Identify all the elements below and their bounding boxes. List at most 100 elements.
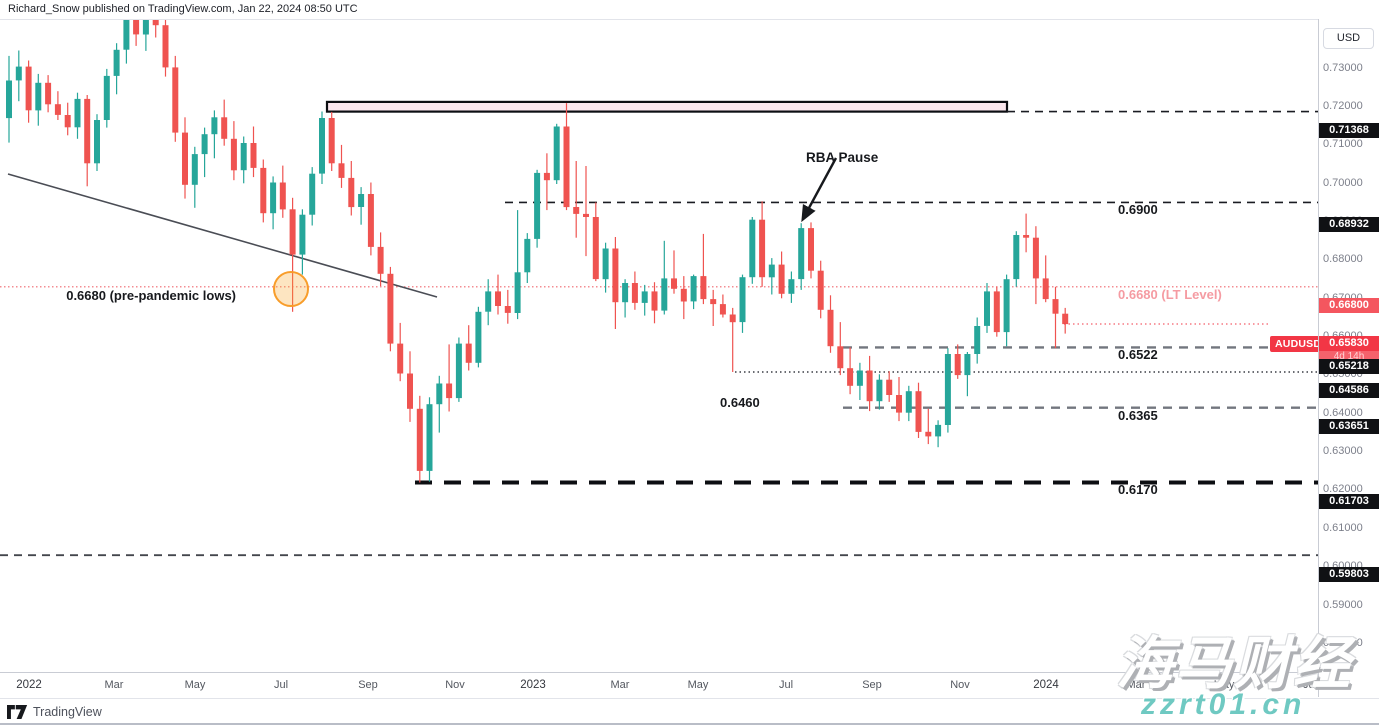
candle-body[interactable] bbox=[338, 163, 345, 178]
candlestick-chart[interactable] bbox=[0, 0, 1318, 653]
candle-body[interactable] bbox=[622, 283, 629, 303]
candle-body[interactable] bbox=[221, 117, 228, 139]
candle-body[interactable] bbox=[15, 66, 22, 81]
candle-body[interactable] bbox=[651, 291, 658, 311]
candle-body[interactable] bbox=[876, 379, 883, 402]
candle-body[interactable] bbox=[798, 228, 805, 280]
candle-body[interactable] bbox=[279, 182, 286, 210]
candle-body[interactable] bbox=[886, 379, 893, 395]
candle-body[interactable] bbox=[866, 370, 873, 402]
candle-body[interactable] bbox=[377, 246, 384, 274]
candle-body[interactable] bbox=[426, 404, 433, 471]
candle-body[interactable] bbox=[954, 354, 961, 376]
candle-body[interactable] bbox=[495, 291, 501, 306]
candle-body[interactable] bbox=[837, 346, 844, 369]
candle-body[interactable] bbox=[436, 383, 443, 405]
candle-body[interactable] bbox=[905, 391, 912, 413]
candle-body[interactable] bbox=[739, 277, 746, 323]
candle-body[interactable] bbox=[631, 283, 638, 303]
candle-body[interactable] bbox=[260, 167, 267, 214]
candle-body[interactable] bbox=[827, 309, 834, 347]
candle-body[interactable] bbox=[1032, 237, 1039, 279]
level-label-0.6170[interactable]: 0.6170 bbox=[1118, 482, 1158, 498]
candle-body[interactable] bbox=[984, 291, 990, 326]
candle-body[interactable] bbox=[856, 370, 863, 386]
candle-body[interactable] bbox=[201, 134, 208, 155]
candle-body[interactable] bbox=[25, 66, 32, 111]
candle-body[interactable] bbox=[407, 373, 413, 409]
candle-body[interactable] bbox=[446, 383, 453, 399]
level-label-0.6365[interactable]: 0.6365 bbox=[1118, 407, 1158, 423]
candle-body[interactable] bbox=[592, 217, 599, 280]
candle-body[interactable] bbox=[749, 219, 756, 278]
candle-body[interactable] bbox=[1052, 299, 1059, 314]
candle-body[interactable] bbox=[230, 138, 237, 171]
candle-body[interactable] bbox=[524, 238, 531, 273]
candle-body[interactable] bbox=[514, 272, 521, 313]
candle-body[interactable] bbox=[925, 431, 932, 437]
candle-body[interactable] bbox=[612, 248, 619, 303]
candle-body[interactable] bbox=[142, 9, 149, 35]
candle-body[interactable] bbox=[211, 117, 218, 135]
candle-body[interactable] bbox=[103, 75, 110, 120]
candle-body[interactable] bbox=[690, 276, 697, 302]
candle-body[interactable] bbox=[944, 354, 951, 425]
chart-plot-area[interactable]: 0.6900 0.6680 (LT Level) 0.6522 0.6460 0.636… bbox=[0, 0, 1327, 672]
candle-body[interactable] bbox=[289, 209, 296, 255]
candle-body[interactable] bbox=[729, 314, 736, 323]
candle-body[interactable] bbox=[123, 8, 130, 50]
candle-body[interactable] bbox=[1042, 278, 1049, 300]
level-label-0.6460[interactable]: 0.6460 bbox=[720, 394, 760, 410]
candle-body[interactable] bbox=[504, 306, 511, 313]
candle-body[interactable] bbox=[671, 278, 677, 289]
candle-body[interactable] bbox=[387, 273, 394, 344]
candle-body[interactable] bbox=[54, 104, 61, 115]
candle-body[interactable] bbox=[602, 248, 609, 280]
candle-body[interactable] bbox=[319, 118, 325, 174]
candle-body[interactable] bbox=[719, 304, 726, 315]
candle-body[interactable] bbox=[661, 278, 668, 311]
candle-body[interactable] bbox=[680, 288, 687, 302]
currency-toggle-button[interactable]: USD bbox=[1323, 28, 1374, 49]
candle-body[interactable] bbox=[915, 391, 922, 432]
level-label-0.6522[interactable]: 0.6522 bbox=[1118, 347, 1158, 363]
candle-body[interactable] bbox=[759, 219, 766, 278]
candle-body[interactable] bbox=[475, 311, 482, 363]
candle-body[interactable] bbox=[710, 299, 717, 305]
candle-body[interactable] bbox=[563, 126, 570, 208]
trendline[interactable] bbox=[7, 173, 438, 298]
candle-body[interactable] bbox=[328, 118, 335, 164]
candle-body[interactable] bbox=[191, 154, 198, 185]
candle-body[interactable] bbox=[543, 172, 550, 181]
candle-body[interactable] bbox=[64, 115, 71, 128]
candle-body[interactable] bbox=[6, 80, 12, 119]
candle-body[interactable] bbox=[768, 264, 775, 278]
candle-body[interactable] bbox=[1062, 313, 1069, 325]
candle-body[interactable] bbox=[309, 173, 316, 215]
candle-body[interactable] bbox=[583, 213, 589, 217]
candle-body[interactable] bbox=[133, 8, 140, 35]
candle-body[interactable] bbox=[270, 182, 277, 214]
candle-body[interactable] bbox=[553, 126, 560, 181]
candle-body[interactable] bbox=[162, 25, 169, 68]
candle-body[interactable] bbox=[788, 279, 795, 294]
candle-body[interactable] bbox=[641, 291, 648, 303]
candle-body[interactable] bbox=[74, 98, 81, 128]
candle-body[interactable] bbox=[817, 270, 824, 310]
candle-body[interactable] bbox=[84, 98, 91, 164]
candle-body[interactable] bbox=[465, 343, 472, 363]
candle-body[interactable] bbox=[240, 143, 247, 171]
tradingview-logo[interactable]: TradingView bbox=[7, 704, 102, 720]
candle-body[interactable] bbox=[35, 82, 42, 111]
pre-pandemic-label[interactable]: 0.6680 (pre-pandemic lows) bbox=[66, 288, 236, 303]
candle-body[interactable] bbox=[485, 291, 492, 312]
candle-body[interactable] bbox=[250, 143, 257, 168]
level-label-0.6680[interactable]: 0.6680 (LT Level) bbox=[1118, 286, 1222, 302]
resistance-zone-0.7136[interactable] bbox=[325, 100, 1009, 113]
candle-body[interactable] bbox=[113, 49, 120, 76]
time-axis[interactable]: 2022 Mar May Jul Sep Nov 2023 Mar May Jul Sep Nov 20… bbox=[0, 672, 1379, 699]
candle-body[interactable] bbox=[94, 120, 100, 164]
candle-body[interactable] bbox=[808, 228, 814, 271]
rba-pause-label[interactable]: RBA Pause bbox=[806, 150, 879, 165]
candle-body[interactable] bbox=[935, 424, 942, 437]
